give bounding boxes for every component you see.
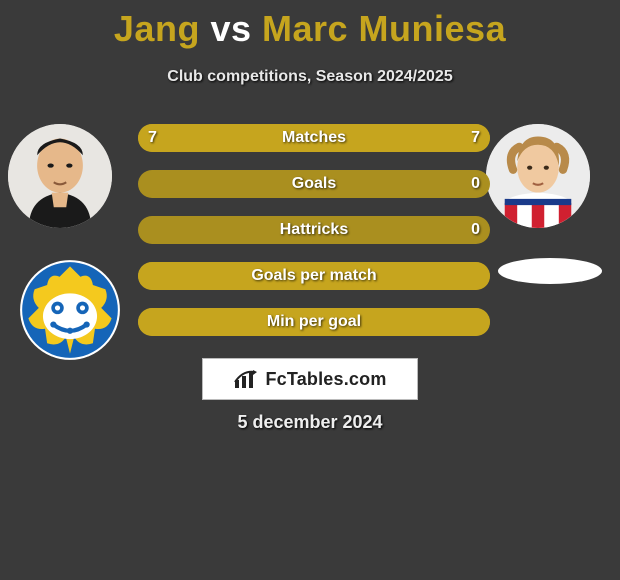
player1-club-badge: [18, 258, 122, 362]
title-player2: Marc Muniesa: [262, 8, 506, 49]
stats-container: 7 Matches 7 Goals 0 Hattricks 0 Goals pe…: [138, 124, 490, 354]
stat-right-val: 7: [471, 124, 480, 152]
stat-right-val: 0: [471, 170, 480, 198]
stat-label: Hattricks: [138, 216, 490, 244]
brand-text: FcTables.com: [265, 369, 386, 390]
subtitle: Club competitions, Season 2024/2025: [0, 68, 620, 86]
stat-label: Goals: [138, 170, 490, 198]
stat-label: Goals per match: [138, 262, 490, 290]
date-text: 5 december 2024: [0, 412, 620, 433]
title-player1: Jang: [114, 8, 200, 49]
brand-badge: FcTables.com: [202, 358, 418, 400]
player2-club-badge: [498, 258, 602, 284]
title-vs: vs: [210, 8, 251, 49]
stat-row-matches: 7 Matches 7: [138, 124, 490, 152]
stat-row-gpm: Goals per match: [138, 262, 490, 290]
brand-chart-icon: [233, 368, 261, 390]
stat-right-val: 0: [471, 216, 480, 244]
stat-row-hattricks: Hattricks 0: [138, 216, 490, 244]
player2-avatar: [486, 124, 590, 228]
stat-label: Min per goal: [138, 308, 490, 336]
stat-label: Matches: [138, 124, 490, 152]
stat-row-goals: Goals 0: [138, 170, 490, 198]
player1-avatar: [8, 124, 112, 228]
page-title: Jang vs Marc Muniesa: [0, 0, 620, 50]
stat-row-mpg: Min per goal: [138, 308, 490, 336]
